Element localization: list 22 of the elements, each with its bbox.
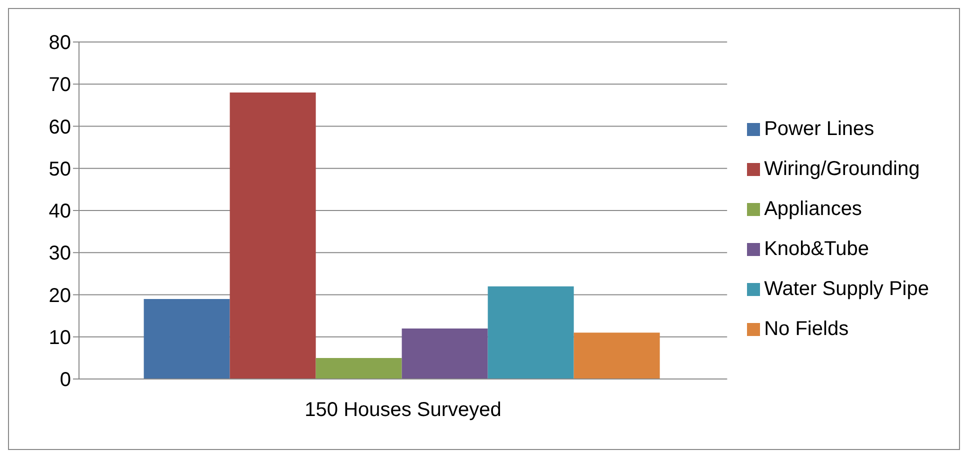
bar	[574, 332, 660, 379]
legend-label: Wiring/Grounding	[764, 158, 920, 180]
legend-label: Appliances	[764, 198, 862, 220]
bar	[144, 298, 230, 379]
y-tick-label: 50	[48, 158, 71, 180]
legend-label: Power Lines	[764, 118, 874, 140]
y-tick-label: 20	[48, 284, 71, 307]
bar	[230, 92, 316, 379]
y-tick-label: 60	[48, 116, 71, 138]
bar	[316, 358, 402, 379]
y-tick-label: 10	[48, 326, 71, 349]
legend-label: Water Supply Pipe	[764, 278, 929, 300]
y-tick-label: 80	[48, 32, 71, 54]
y-tick-label: 30	[48, 242, 71, 265]
y-tick-label: 0	[60, 369, 71, 392]
legend-label: Knob&Tube	[764, 238, 869, 260]
legend-label: No Fields	[764, 318, 849, 340]
y-tick-label: 40	[48, 200, 71, 223]
x-tick-label: 150 Houses Surveyed	[304, 399, 502, 422]
bar	[488, 286, 574, 379]
bar	[402, 328, 488, 379]
y-tick-label: 70	[48, 74, 71, 96]
